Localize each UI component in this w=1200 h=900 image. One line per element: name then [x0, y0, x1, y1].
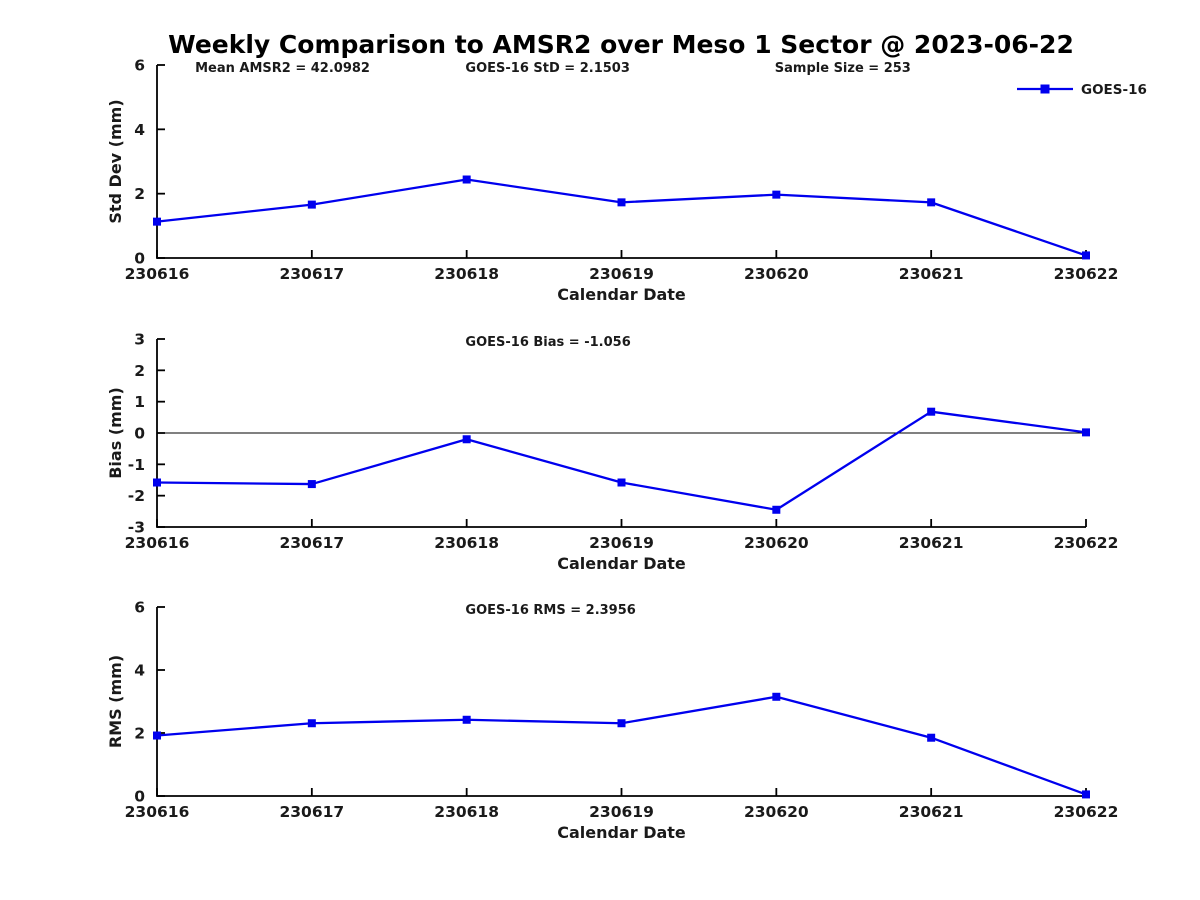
- x-tick-label: 230622: [1054, 803, 1119, 821]
- y-tick-label: -1: [128, 456, 145, 474]
- bias-data-marker: [1082, 428, 1090, 437]
- y-tick-label: 4: [134, 121, 145, 139]
- rms-data-marker: [307, 719, 316, 728]
- x-tick-label: 230618: [434, 803, 499, 821]
- bias-data-marker: [307, 480, 316, 489]
- rms-data-marker: [1082, 790, 1090, 799]
- y-tick-label: 2: [134, 725, 145, 743]
- x-tick-label: 230616: [125, 534, 190, 552]
- std-dev-data-marker: [153, 217, 161, 226]
- panel-annotation: Sample Size = 253: [775, 61, 911, 76]
- bias-data-marker: [772, 505, 781, 514]
- rms-data-marker: [927, 733, 936, 742]
- std-dev-data-marker: [772, 190, 781, 199]
- y-tick-label: 1: [134, 393, 145, 411]
- panel-annotation: GOES-16 Bias = -1.056: [465, 335, 630, 350]
- y-tick-label: 3: [134, 331, 145, 349]
- y-axis-label: RMS (mm): [106, 655, 125, 748]
- x-axis-label: Calendar Date: [557, 554, 686, 573]
- x-tick-label: 230617: [279, 265, 344, 283]
- x-tick-label: 230616: [125, 803, 190, 821]
- rms-series-line: [156, 695, 1087, 796]
- x-tick-label: 230620: [744, 265, 809, 283]
- std-dev-data-marker: [462, 175, 471, 184]
- bias-data-marker: [153, 478, 161, 487]
- panel-rms: 0 2 4 6 230616 230617 230618 230619 230620 230621…: [106, 599, 1118, 843]
- y-tick-label: -2: [128, 487, 145, 505]
- x-tick-label: 230618: [434, 534, 499, 552]
- y-tick-label: 0: [134, 425, 145, 443]
- x-tick-label: 230621: [899, 803, 964, 821]
- x-tick-label: 230617: [279, 534, 344, 552]
- x-tick-label: 230616: [125, 265, 190, 283]
- bias-data-marker: [617, 478, 626, 487]
- y-axis-label: Bias (mm): [106, 387, 125, 479]
- bias-data-marker: [462, 435, 471, 444]
- x-tick-label: 230621: [899, 534, 964, 552]
- y-tick-label: 6: [134, 599, 145, 617]
- y-tick-label: 4: [134, 662, 145, 680]
- panel-annotation: Mean AMSR2 = 42.0982: [195, 61, 370, 76]
- bias-series-line: [156, 410, 1087, 511]
- panel-annotation: GOES-16 StD = 2.1503: [465, 61, 629, 76]
- legend-marker-icon: [1040, 84, 1050, 94]
- x-tick-label: 230619: [589, 265, 654, 283]
- bias-data-marker: [927, 407, 936, 416]
- std-dev-data-marker: [307, 200, 316, 209]
- std-dev-series-line: [156, 178, 1087, 257]
- x-tick-label: 230621: [899, 265, 964, 283]
- y-tick-label: 0: [134, 788, 145, 806]
- y-tick-label: 2: [134, 362, 145, 380]
- std-dev-data-marker: [617, 198, 626, 207]
- legend-label: GOES-16: [1081, 82, 1147, 98]
- rms-data-marker: [772, 692, 781, 701]
- y-axis-label: Std Dev (mm): [106, 99, 125, 223]
- y-tick-label: 0: [134, 250, 145, 268]
- x-tick-label: 230617: [279, 803, 344, 821]
- y-tick-label: 2: [134, 185, 145, 203]
- panel-bias: -3 -2 -1 0 1 2 3 230616 230617 230618 230619 230620…: [106, 331, 1118, 574]
- x-tick-label: 230619: [589, 803, 654, 821]
- x-axis-label: Calendar Date: [557, 823, 686, 842]
- legend: GOES-16: [1017, 82, 1147, 98]
- std-dev-data-marker: [1082, 251, 1090, 260]
- rms-data-marker: [153, 731, 161, 740]
- x-tick-label: 230622: [1054, 534, 1119, 552]
- y-tick-label: -3: [128, 519, 145, 537]
- x-tick-label: 230620: [744, 803, 809, 821]
- x-tick-label: 230622: [1054, 265, 1119, 283]
- x-axis-label: Calendar Date: [557, 285, 686, 304]
- y-tick-label: 6: [134, 57, 145, 75]
- panel-std-dev: 0 2 4 6 230616 230617 230618 230619 230620 230621…: [106, 57, 1118, 305]
- rms-data-marker: [462, 715, 471, 724]
- x-tick-label: 230619: [589, 534, 654, 552]
- figure-title: Weekly Comparison to AMSR2 over Meso 1 S…: [168, 30, 1074, 59]
- rms-data-marker: [617, 719, 626, 728]
- x-tick-label: 230618: [434, 265, 499, 283]
- x-tick-label: 230620: [744, 534, 809, 552]
- std-dev-data-marker: [927, 198, 936, 207]
- panel-annotation: GOES-16 RMS = 2.3956: [465, 603, 635, 618]
